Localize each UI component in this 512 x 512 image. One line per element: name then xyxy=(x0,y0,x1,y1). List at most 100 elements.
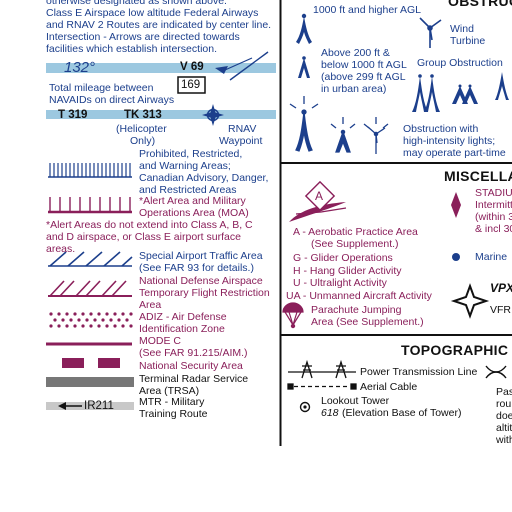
trsa-label: Area (TRSA) xyxy=(139,385,200,397)
wind-turbine-icon xyxy=(419,17,442,48)
rnav-waypoint-label: Waypoint xyxy=(219,135,263,147)
pass-note: doe xyxy=(496,410,512,422)
obstruction-mid-label: Above 200 ft & xyxy=(321,47,390,59)
wind-turbine-label: Turbine xyxy=(450,35,486,47)
aerial-cable-label: Aerial Cable xyxy=(360,381,418,393)
group-obstruction-mid-icon xyxy=(452,84,478,104)
power-line-icon xyxy=(288,359,356,379)
alert-note: areas. xyxy=(46,243,76,255)
aerobatic-area-icon xyxy=(289,180,347,222)
prohibited-label: and Restricted Areas xyxy=(139,184,237,196)
stadium-label: (within 3 xyxy=(475,211,512,223)
mode-c-label: MODE C xyxy=(139,335,181,347)
lighted-obstruction-mid-icon xyxy=(330,117,356,153)
mtr-label: MTR - Military xyxy=(139,396,205,408)
misc-item: H - Hang Glider Activity xyxy=(293,265,402,277)
airway-name: V 69 xyxy=(180,61,204,73)
rnav-route-t319: T 319 xyxy=(58,109,88,121)
misc-item: A - Aerobatic Practice Area xyxy=(293,226,418,238)
trsa-symbol xyxy=(46,377,134,387)
power-line-label: Power Transmission Line xyxy=(360,366,478,378)
topo-title: TOPOGRAPHIC xyxy=(401,342,509,358)
pass-note: with xyxy=(496,434,512,446)
stadium-icon xyxy=(451,192,461,218)
obstruction-high-label: 1000 ft and higher AGL xyxy=(313,4,421,16)
mtr-route-label: IR211 xyxy=(84,400,114,412)
prohibited-label: Prohibited, Restricted, xyxy=(139,148,243,160)
helicopter-note: Only) xyxy=(130,135,156,147)
vfr-waypoint-id: VPX xyxy=(490,281,512,295)
tfr-label: Temporary Flight Restriction xyxy=(139,287,270,299)
group-obstruction-high-icon xyxy=(412,74,440,112)
vfr-waypoint-icon xyxy=(450,283,490,319)
pass-note: Pas xyxy=(496,386,512,398)
parachute-icon xyxy=(282,302,304,329)
lookout-tower-icon xyxy=(299,401,311,413)
adiz-label: ADIZ - Air Defense xyxy=(139,311,227,323)
misc-item: U - Ultralight Activity xyxy=(293,277,387,289)
obstruction-mid-label: in urban area) xyxy=(321,83,387,95)
alert-note: *Alert Areas do not extend into Class A,… xyxy=(46,219,253,231)
misc-item: Area (See Supplement.) xyxy=(311,316,424,328)
helicopter-note: (Helicopter xyxy=(116,123,167,135)
misc-item: Parachute Jumping xyxy=(311,304,402,316)
airspace-note-line: Class E Airspace low altitude Federal Ai… xyxy=(46,7,259,19)
prohibited-label: Canadian Advisory, Danger, xyxy=(139,172,269,184)
misc-item: (See Supplement.) xyxy=(311,238,399,250)
lighted-wind-turbine-icon xyxy=(363,117,389,154)
airway-band xyxy=(46,63,276,73)
aerobatic-letter: A xyxy=(315,189,324,203)
airspace-note-line: Intersection - Arrows are directed towar… xyxy=(46,31,240,43)
marine-light-icon xyxy=(452,253,460,261)
stadium-label: STADIUM xyxy=(475,187,512,199)
sfra-symbol xyxy=(48,251,133,267)
airway-mileage: 169 xyxy=(181,79,201,91)
alert-area-label: Operations Area (MOA) xyxy=(139,207,249,219)
stadium-label: & incl 30 xyxy=(475,223,512,235)
adiz-label: Identification Zone xyxy=(139,323,225,335)
sfra-label: Special Airport Traffic Area xyxy=(139,250,263,262)
nsa-symbol xyxy=(62,358,120,368)
alert-area-label: *Alert Area and Military xyxy=(139,195,246,207)
misc-title: MISCELLANEOUS xyxy=(444,168,512,184)
tfr-label: Area xyxy=(139,299,162,311)
mountain-pass-icon xyxy=(485,365,507,379)
aerial-cable-icon xyxy=(287,383,357,390)
airspace-note-line: otherwise designated as shown above. xyxy=(46,0,227,7)
obstruction-mid-label: below 1000 ft AGL xyxy=(321,59,407,71)
lighted-obstruction-label: may operate part-time xyxy=(403,147,506,159)
tfr-symbol xyxy=(48,280,132,297)
alert-area-symbol xyxy=(48,197,132,214)
prohibited-area-symbol xyxy=(48,163,132,178)
vfr-label: VFR xyxy=(490,304,511,316)
lighted-obstruction-high-icon xyxy=(289,96,319,152)
pass-note: rou xyxy=(496,398,512,410)
prohibited-label: and Warning Areas; xyxy=(139,160,231,172)
mtr-symbol xyxy=(46,402,134,410)
obstruction-mid-label: (above 299 ft AGL xyxy=(321,71,406,83)
stadium-label: Intermittent xyxy=(475,199,512,211)
wind-turbine-label: Wind xyxy=(450,23,474,35)
obstruction-mid-icon xyxy=(298,56,310,78)
obstruction-title: OBSTRUCTION xyxy=(448,0,512,9)
lighted-obstruction-label: Obstruction with xyxy=(403,123,479,135)
obstruction-high-icon xyxy=(296,13,312,44)
lighted-obstruction-label: high-intensity lights; xyxy=(403,135,496,147)
adiz-symbol xyxy=(49,312,133,328)
tower-elevation-number: 618 xyxy=(321,407,339,419)
rnav-route-tk313: TK 313 xyxy=(124,109,162,121)
intersection-arrow-icon xyxy=(215,51,269,81)
airspace-note-line: facilities which establish intersection. xyxy=(46,43,217,55)
pass-note: altit xyxy=(496,422,512,434)
trsa-label: Terminal Radar Service xyxy=(139,373,249,385)
group-obstruction-label: Group Obstruction xyxy=(417,57,503,69)
marine-label: Marine xyxy=(475,251,508,263)
rnav-waypoint-icon xyxy=(202,104,224,126)
airspace-note-line: and RNAV 2 Routes are indicated by cente… xyxy=(46,19,272,31)
mileage-note: Total mileage between xyxy=(49,82,154,94)
rnav-waypoint-label: RNAV xyxy=(228,123,257,135)
tfr-label: National Defense Airspace xyxy=(139,275,263,287)
tower-elevation-label: (Elevation Base of Tower) xyxy=(342,407,462,419)
group-obstruction-partial-icon xyxy=(495,72,509,100)
